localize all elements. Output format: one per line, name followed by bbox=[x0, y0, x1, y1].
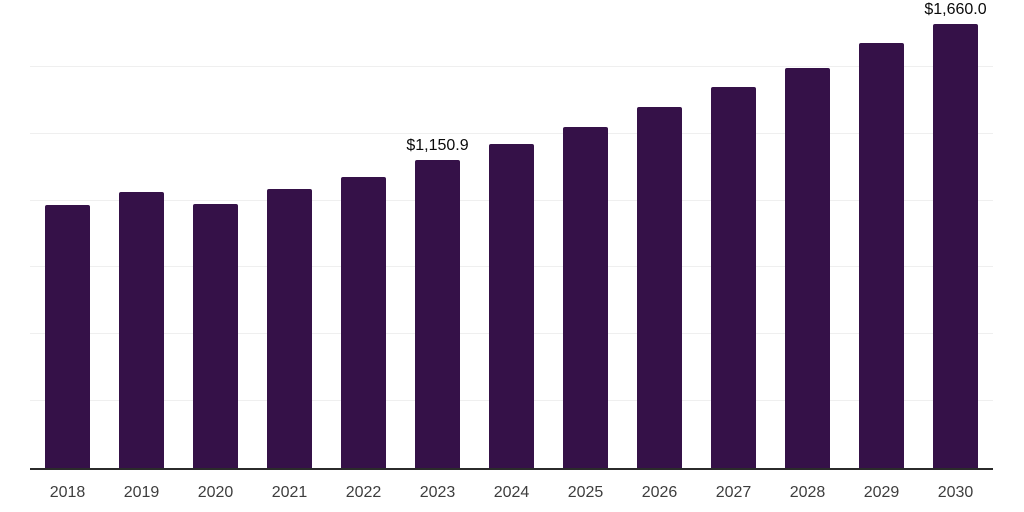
bar-2030: $1,660.0 bbox=[924, 1, 987, 468]
x-tick-2028: 2028 bbox=[789, 484, 826, 501]
x-axis-line bbox=[30, 468, 993, 470]
bar-2026 bbox=[637, 107, 682, 468]
bar-2018 bbox=[45, 205, 90, 468]
x-tick-2024: 2024 bbox=[493, 484, 530, 501]
x-tick-2026: 2026 bbox=[641, 484, 678, 501]
x-tick-2018: 2018 bbox=[49, 484, 86, 501]
bar-value-label-2030: $1,660.0 bbox=[924, 1, 987, 19]
bar-2020 bbox=[193, 204, 238, 468]
bar-value-label-2023: $1,150.9 bbox=[406, 137, 469, 155]
bar-2025 bbox=[563, 126, 608, 468]
plot-area: $1,150.9 $1,660.0 bbox=[30, 0, 993, 468]
bars-container: $1,150.9 $1,660.0 bbox=[45, 0, 987, 468]
x-tick-2029: 2029 bbox=[863, 484, 900, 501]
x-tick-2027: 2027 bbox=[715, 484, 752, 501]
bar-2022 bbox=[341, 176, 386, 468]
x-tick-2021: 2021 bbox=[271, 484, 308, 501]
bar-2019 bbox=[119, 192, 164, 468]
x-tick-2023: 2023 bbox=[419, 484, 456, 501]
bar-2024 bbox=[489, 144, 534, 468]
gridline bbox=[30, 132, 993, 134]
x-tick-2025: 2025 bbox=[567, 484, 604, 501]
x-tick-2019: 2019 bbox=[123, 484, 160, 501]
bar-2023: $1,150.9 bbox=[406, 137, 469, 468]
gridline bbox=[30, 65, 993, 67]
bar-2021 bbox=[267, 189, 312, 468]
x-axis-labels: 2018 2019 2020 2021 2022 2023 2024 2025 2026 2027… bbox=[45, 484, 978, 502]
x-tick-2020: 2020 bbox=[197, 484, 234, 501]
x-tick-2030: 2030 bbox=[937, 484, 974, 501]
bar-2029 bbox=[859, 43, 904, 468]
x-tick-2022: 2022 bbox=[345, 484, 382, 501]
bar-2028 bbox=[785, 68, 830, 468]
bar-2027 bbox=[711, 87, 756, 468]
